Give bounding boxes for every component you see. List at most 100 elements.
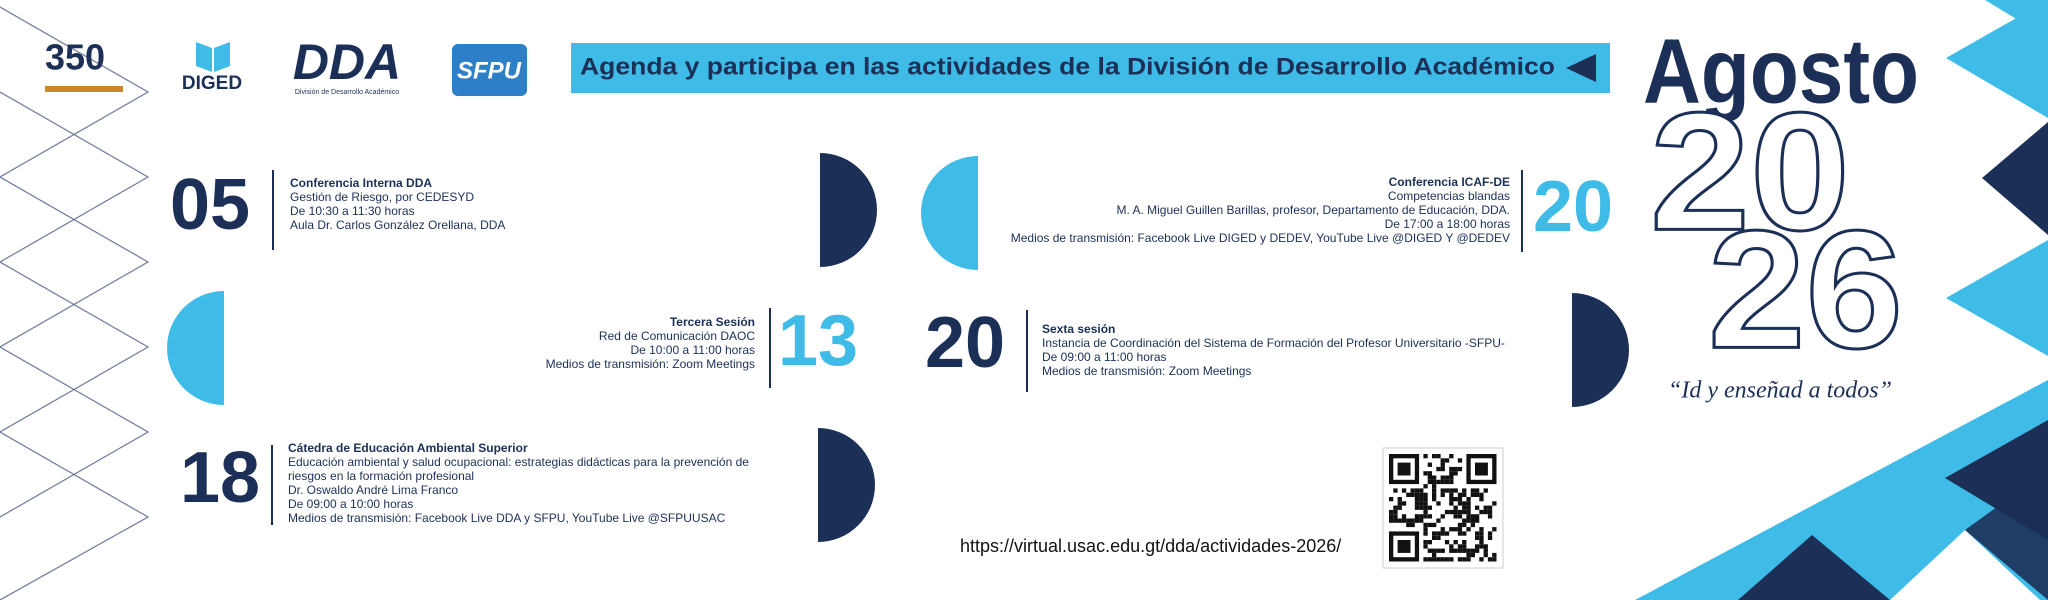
- qr-module: [1436, 531, 1441, 536]
- qr-module: [1453, 548, 1458, 553]
- qr-module: [1462, 518, 1467, 523]
- qr-module: [1492, 557, 1497, 562]
- qr-module: [1457, 458, 1463, 463]
- qr-module: [1414, 518, 1420, 523]
- qr-module: [1401, 514, 1407, 519]
- qr-module: [1449, 548, 1454, 553]
- qr-module: [1462, 505, 1467, 510]
- qr-module: [1432, 479, 1437, 485]
- qr-module: [1487, 557, 1493, 562]
- qr-module: [1419, 501, 1424, 506]
- event-detail: Instancia de Coordinación del Sistema de…: [1042, 336, 1505, 350]
- qr-module: [1470, 522, 1475, 528]
- qr-module: [1444, 531, 1450, 536]
- qr-module: [1449, 557, 1454, 562]
- qr-module: [1440, 548, 1445, 553]
- qr-module: [1492, 527, 1497, 532]
- qr-module: [1449, 501, 1454, 506]
- qr-module: [1457, 544, 1463, 549]
- qr-module: [1389, 509, 1394, 515]
- qr-module: [1492, 552, 1497, 558]
- qr-module: [1432, 492, 1437, 497]
- qr-module: [1483, 509, 1488, 515]
- qr-module: [1466, 509, 1471, 515]
- event-detail: Educación ambiental y salud ocupacional:…: [288, 455, 749, 469]
- qr-module: [1393, 488, 1398, 493]
- year-top: 20: [1650, 77, 1850, 265]
- event-detail: De 09:00 a 10:00 horas: [288, 497, 413, 511]
- qr-module: [1393, 509, 1398, 515]
- qr-module: [1457, 509, 1463, 515]
- qr-module: [1440, 479, 1445, 485]
- logo-diged: DIGED: [182, 73, 242, 94]
- qr-module: [1419, 488, 1424, 493]
- qr-module: [1483, 505, 1488, 510]
- qr-module: [1475, 492, 1480, 497]
- qr-module: [1414, 514, 1420, 519]
- logo-bar: [45, 86, 123, 92]
- qr-module: [1440, 531, 1445, 536]
- qr-module: [1444, 475, 1450, 480]
- book-icon: [196, 42, 230, 72]
- qr-module: [1427, 462, 1432, 467]
- event-day: 18: [180, 438, 260, 518]
- qr-module: [1432, 535, 1437, 540]
- qr-module: [1487, 505, 1493, 510]
- qr-module: [1419, 514, 1424, 519]
- qr-module: [1479, 509, 1484, 515]
- qr-module: [1479, 527, 1484, 532]
- event-detail: Medios de transmisión: Facebook Live DIG…: [1011, 231, 1510, 245]
- qr-module: [1449, 466, 1454, 472]
- qr-module: [1470, 488, 1475, 493]
- qr-module: [1410, 518, 1415, 523]
- qr-module: [1423, 557, 1428, 562]
- qr-module: [1475, 514, 1480, 519]
- qr-module: [1453, 509, 1458, 515]
- event-detail: De 10:00 a 11:00 horas: [630, 343, 755, 357]
- qr-module: [1466, 518, 1471, 523]
- zigzag: [0, 6, 150, 600]
- logo-350: 350: [45, 37, 105, 78]
- qr-module: [1414, 501, 1420, 506]
- qr-module: [1479, 535, 1484, 540]
- qr-module: [1436, 501, 1441, 506]
- event-detail: Medios de transmisión: Facebook Live DDA…: [288, 511, 726, 525]
- qr-module: [1423, 501, 1428, 506]
- qr-module: [1475, 505, 1480, 510]
- qr-module: [1470, 548, 1475, 553]
- qr-module: [1457, 548, 1463, 553]
- half-circle: [818, 428, 875, 542]
- event-detail: Dr. Oswaldo André Lima Franco: [288, 483, 458, 497]
- qr-module: [1487, 531, 1493, 536]
- qr-module: [1457, 522, 1463, 528]
- qr-module: [1457, 466, 1463, 472]
- event-detail: M. A. Miguel Guillen Barillas, profesor,…: [1116, 203, 1510, 217]
- qr-module: [1427, 548, 1432, 553]
- qr-module: [1414, 488, 1420, 493]
- qr-module: [1453, 466, 1458, 472]
- qr-module: [1436, 518, 1441, 523]
- qr-module: [1432, 488, 1437, 493]
- qr-module: [1449, 492, 1454, 497]
- qr-module: [1470, 552, 1475, 558]
- qr-module: [1483, 544, 1488, 549]
- qr-module: [1479, 497, 1484, 502]
- qr-module: [1427, 540, 1432, 545]
- qr-module: [1397, 505, 1402, 510]
- qr-module: [1436, 479, 1441, 485]
- qr-module: [1449, 488, 1454, 493]
- qr-module: [1419, 492, 1424, 497]
- qr-module: [1449, 527, 1454, 532]
- qr-module: [1475, 544, 1480, 549]
- qr-module: [1397, 497, 1402, 502]
- url: https://virtual.usac.edu.gt/dda/activida…: [960, 536, 1341, 556]
- qr-module: [1436, 557, 1441, 562]
- qr-module: [1449, 479, 1454, 485]
- qr-module: [1440, 462, 1445, 467]
- qr-module: [1466, 497, 1471, 502]
- logo-sfpu-box: [452, 44, 527, 96]
- logo-sfpu: SFPU: [457, 57, 522, 84]
- qr-module: [1440, 475, 1445, 480]
